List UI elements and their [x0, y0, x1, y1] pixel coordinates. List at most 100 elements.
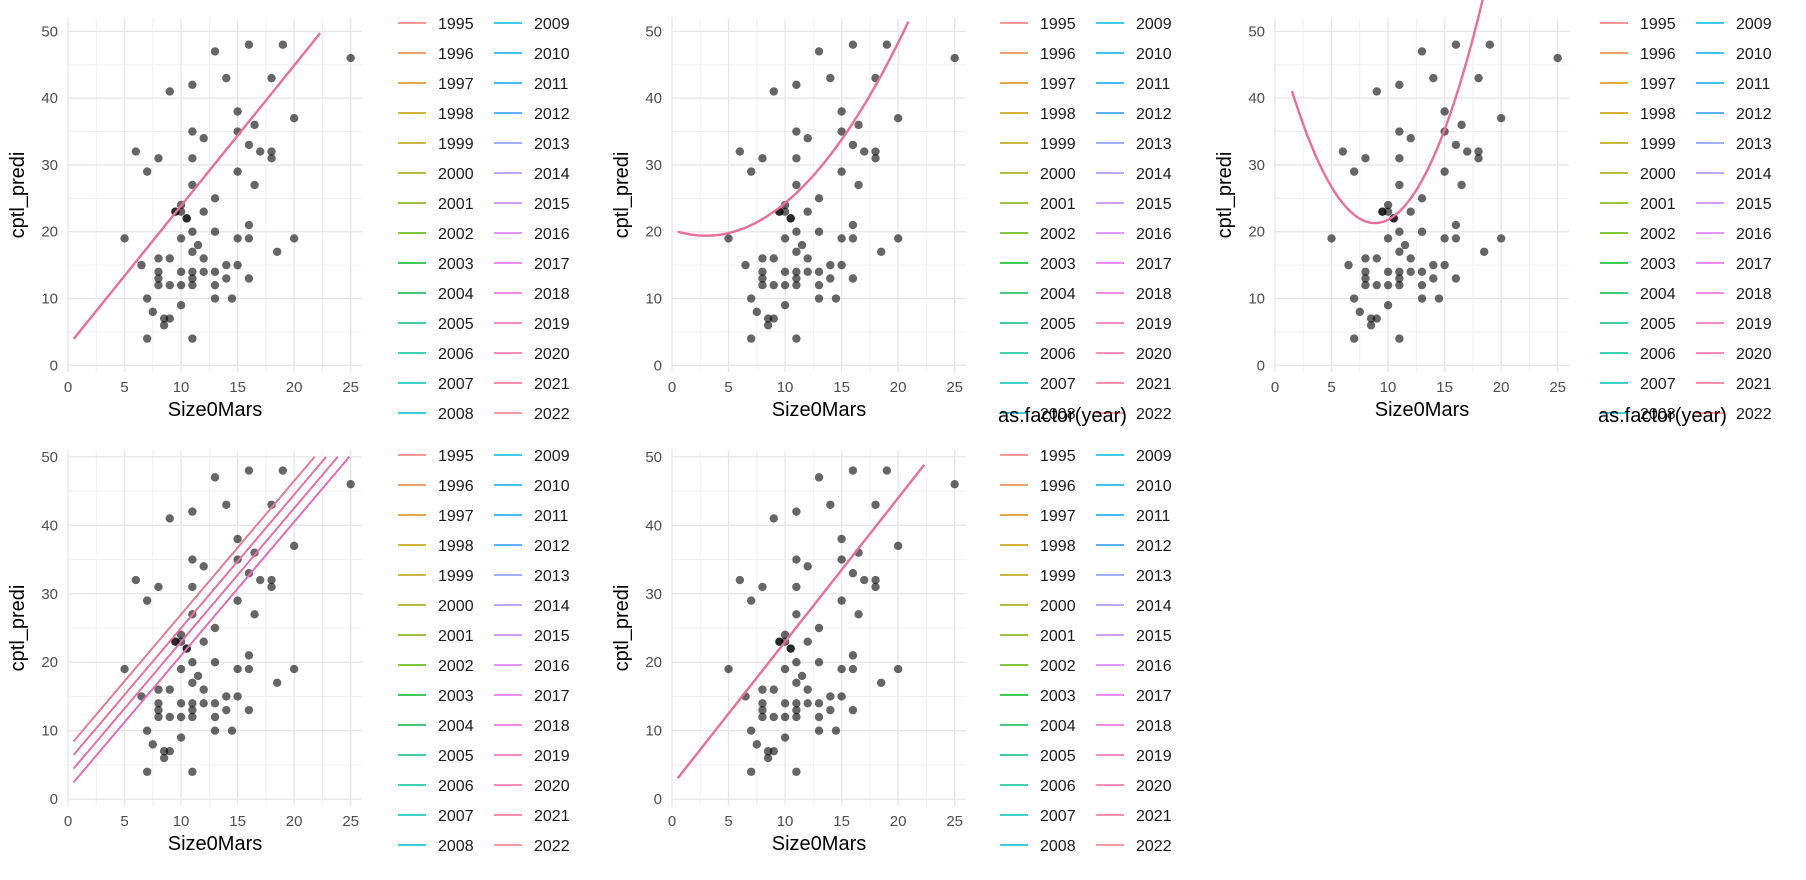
legend-label-2002: 2002 — [438, 226, 474, 243]
legend-label-2017: 2017 — [1136, 688, 1172, 705]
fit-line — [676, 464, 926, 780]
data-point — [267, 575, 276, 585]
legend-label-1999: 1999 — [1040, 568, 1076, 585]
legend-label-1995: 1995 — [1040, 16, 1076, 33]
data-point — [1429, 274, 1438, 283]
y-tick-label: 20 — [41, 224, 58, 241]
data-point — [1327, 234, 1336, 243]
data-point — [1372, 314, 1381, 323]
legend-label-2008: 2008 — [438, 406, 474, 423]
legend-label-2018: 2018 — [1136, 286, 1172, 303]
legend-label-2018: 2018 — [534, 718, 570, 735]
data-point — [176, 699, 186, 708]
x-tick-label: 10 — [1380, 379, 1397, 396]
data-point — [142, 334, 152, 343]
data-point — [814, 194, 824, 203]
data-point — [780, 301, 790, 310]
data-point — [893, 113, 903, 123]
legend-label-2015: 2015 — [1136, 196, 1172, 213]
legend-title: as.factor(year) — [998, 405, 1127, 427]
data-point — [188, 507, 197, 516]
x-axis-title: Size0Mars — [1375, 399, 1469, 421]
legend-label-2009: 2009 — [1136, 16, 1172, 33]
data-point — [233, 692, 242, 701]
legend-label-2008: 2008 — [1640, 406, 1676, 423]
data-point — [1361, 154, 1370, 163]
data-point — [792, 555, 801, 564]
data-point — [244, 651, 254, 660]
data-point — [792, 247, 801, 256]
data-point — [746, 294, 756, 303]
legend-label-1998: 1998 — [1040, 538, 1076, 555]
data-point — [1417, 267, 1427, 277]
data-point — [154, 274, 163, 283]
data-point — [780, 664, 790, 674]
legend-label-2013: 2013 — [534, 136, 570, 153]
data-point — [871, 154, 880, 163]
data-point — [860, 575, 869, 585]
data-point — [137, 260, 146, 270]
data-point — [289, 113, 299, 123]
data-point — [792, 658, 801, 667]
data-point — [758, 699, 767, 708]
legend-label-2012: 2012 — [1736, 106, 1772, 123]
legend-label-2003: 2003 — [1040, 256, 1076, 273]
data-point — [1400, 240, 1410, 250]
x-tick-label: 0 — [1271, 379, 1279, 396]
data-point — [746, 767, 756, 776]
legend-label-2011: 2011 — [1136, 76, 1171, 93]
data-point — [769, 514, 778, 523]
data-point — [860, 147, 869, 156]
data-point — [154, 154, 163, 163]
data-point — [176, 280, 186, 290]
data-point — [289, 664, 299, 674]
legend: 1995 1996 1997 1998 1999 2000 2001 2002 2003 2004… — [1598, 16, 1772, 427]
data-point — [792, 180, 801, 190]
data-point — [210, 473, 220, 482]
legend-label-2007: 2007 — [438, 376, 474, 393]
data-point — [792, 678, 801, 687]
data-point — [848, 40, 858, 49]
x-tick-label: 20 — [286, 379, 303, 396]
data-point — [188, 180, 197, 190]
x-tick-label: 20 — [286, 813, 303, 830]
data-point — [1395, 227, 1404, 236]
data-point — [1451, 274, 1461, 283]
data-point — [199, 207, 208, 216]
y-tick-label: 20 — [645, 224, 662, 241]
legend-label-2016: 2016 — [1136, 658, 1172, 675]
data-point — [1338, 147, 1348, 156]
legend-label-2020: 2020 — [1736, 346, 1772, 363]
data-point — [267, 73, 276, 83]
data-point — [848, 220, 858, 230]
data-point — [1496, 234, 1506, 243]
x-tick-label: 0 — [668, 813, 676, 830]
legend-label-2017: 2017 — [534, 256, 570, 273]
data-point — [803, 267, 812, 277]
data-point — [814, 712, 824, 722]
data-point — [244, 466, 254, 475]
data-point — [1395, 180, 1404, 190]
legend-label-2003: 2003 — [1640, 256, 1676, 273]
y-tick-label: 10 — [1248, 291, 1265, 308]
x-tick-label: 25 — [342, 813, 359, 830]
data-point — [780, 733, 790, 742]
legend-label-2015: 2015 — [534, 628, 570, 645]
data-point — [199, 637, 208, 646]
data-point — [746, 596, 756, 605]
fit-curve — [677, 21, 910, 237]
data-point — [950, 53, 959, 63]
x-tick-label: 5 — [1327, 379, 1335, 396]
data-point — [227, 726, 237, 735]
x-tick-label: 0 — [64, 379, 72, 396]
data-point — [792, 582, 801, 592]
legend-label-2019: 2019 — [1136, 748, 1172, 765]
data-point — [210, 658, 220, 667]
data-point — [950, 480, 959, 489]
legend-label-2006: 2006 — [438, 778, 474, 795]
data-point — [199, 685, 208, 694]
legend-label-2012: 2012 — [534, 538, 570, 555]
x-tick-label: 25 — [342, 379, 359, 396]
data-point — [256, 575, 265, 585]
data-point — [792, 705, 801, 715]
